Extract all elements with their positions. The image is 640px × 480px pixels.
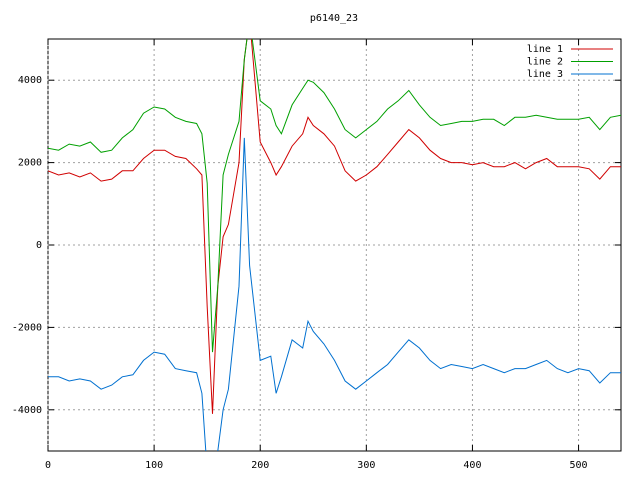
legend-label: line 2 — [527, 57, 563, 68]
x-tick-label: 500 — [570, 460, 588, 471]
y-tick-label: 0 — [36, 240, 42, 251]
plot-area — [48, 39, 621, 451]
y-tick-label: -4000 — [12, 405, 42, 416]
x-tick-label: 300 — [357, 460, 375, 471]
y-tick-label: -2000 — [12, 322, 42, 333]
legend-label: line 3 — [527, 69, 563, 80]
y-tick-label: 2000 — [18, 158, 42, 169]
x-tick-label: 200 — [251, 460, 269, 471]
chart-title: p6140_23 — [310, 13, 358, 24]
x-tick-label: 100 — [145, 460, 163, 471]
y-tick-label: 4000 — [18, 75, 42, 86]
x-tick-label: 0 — [45, 460, 51, 471]
line-series — [48, 39, 621, 414]
line-series — [48, 39, 621, 353]
x-tick-label: 400 — [463, 460, 481, 471]
legend-label: line 1 — [527, 44, 563, 55]
line-series — [48, 137, 621, 451]
